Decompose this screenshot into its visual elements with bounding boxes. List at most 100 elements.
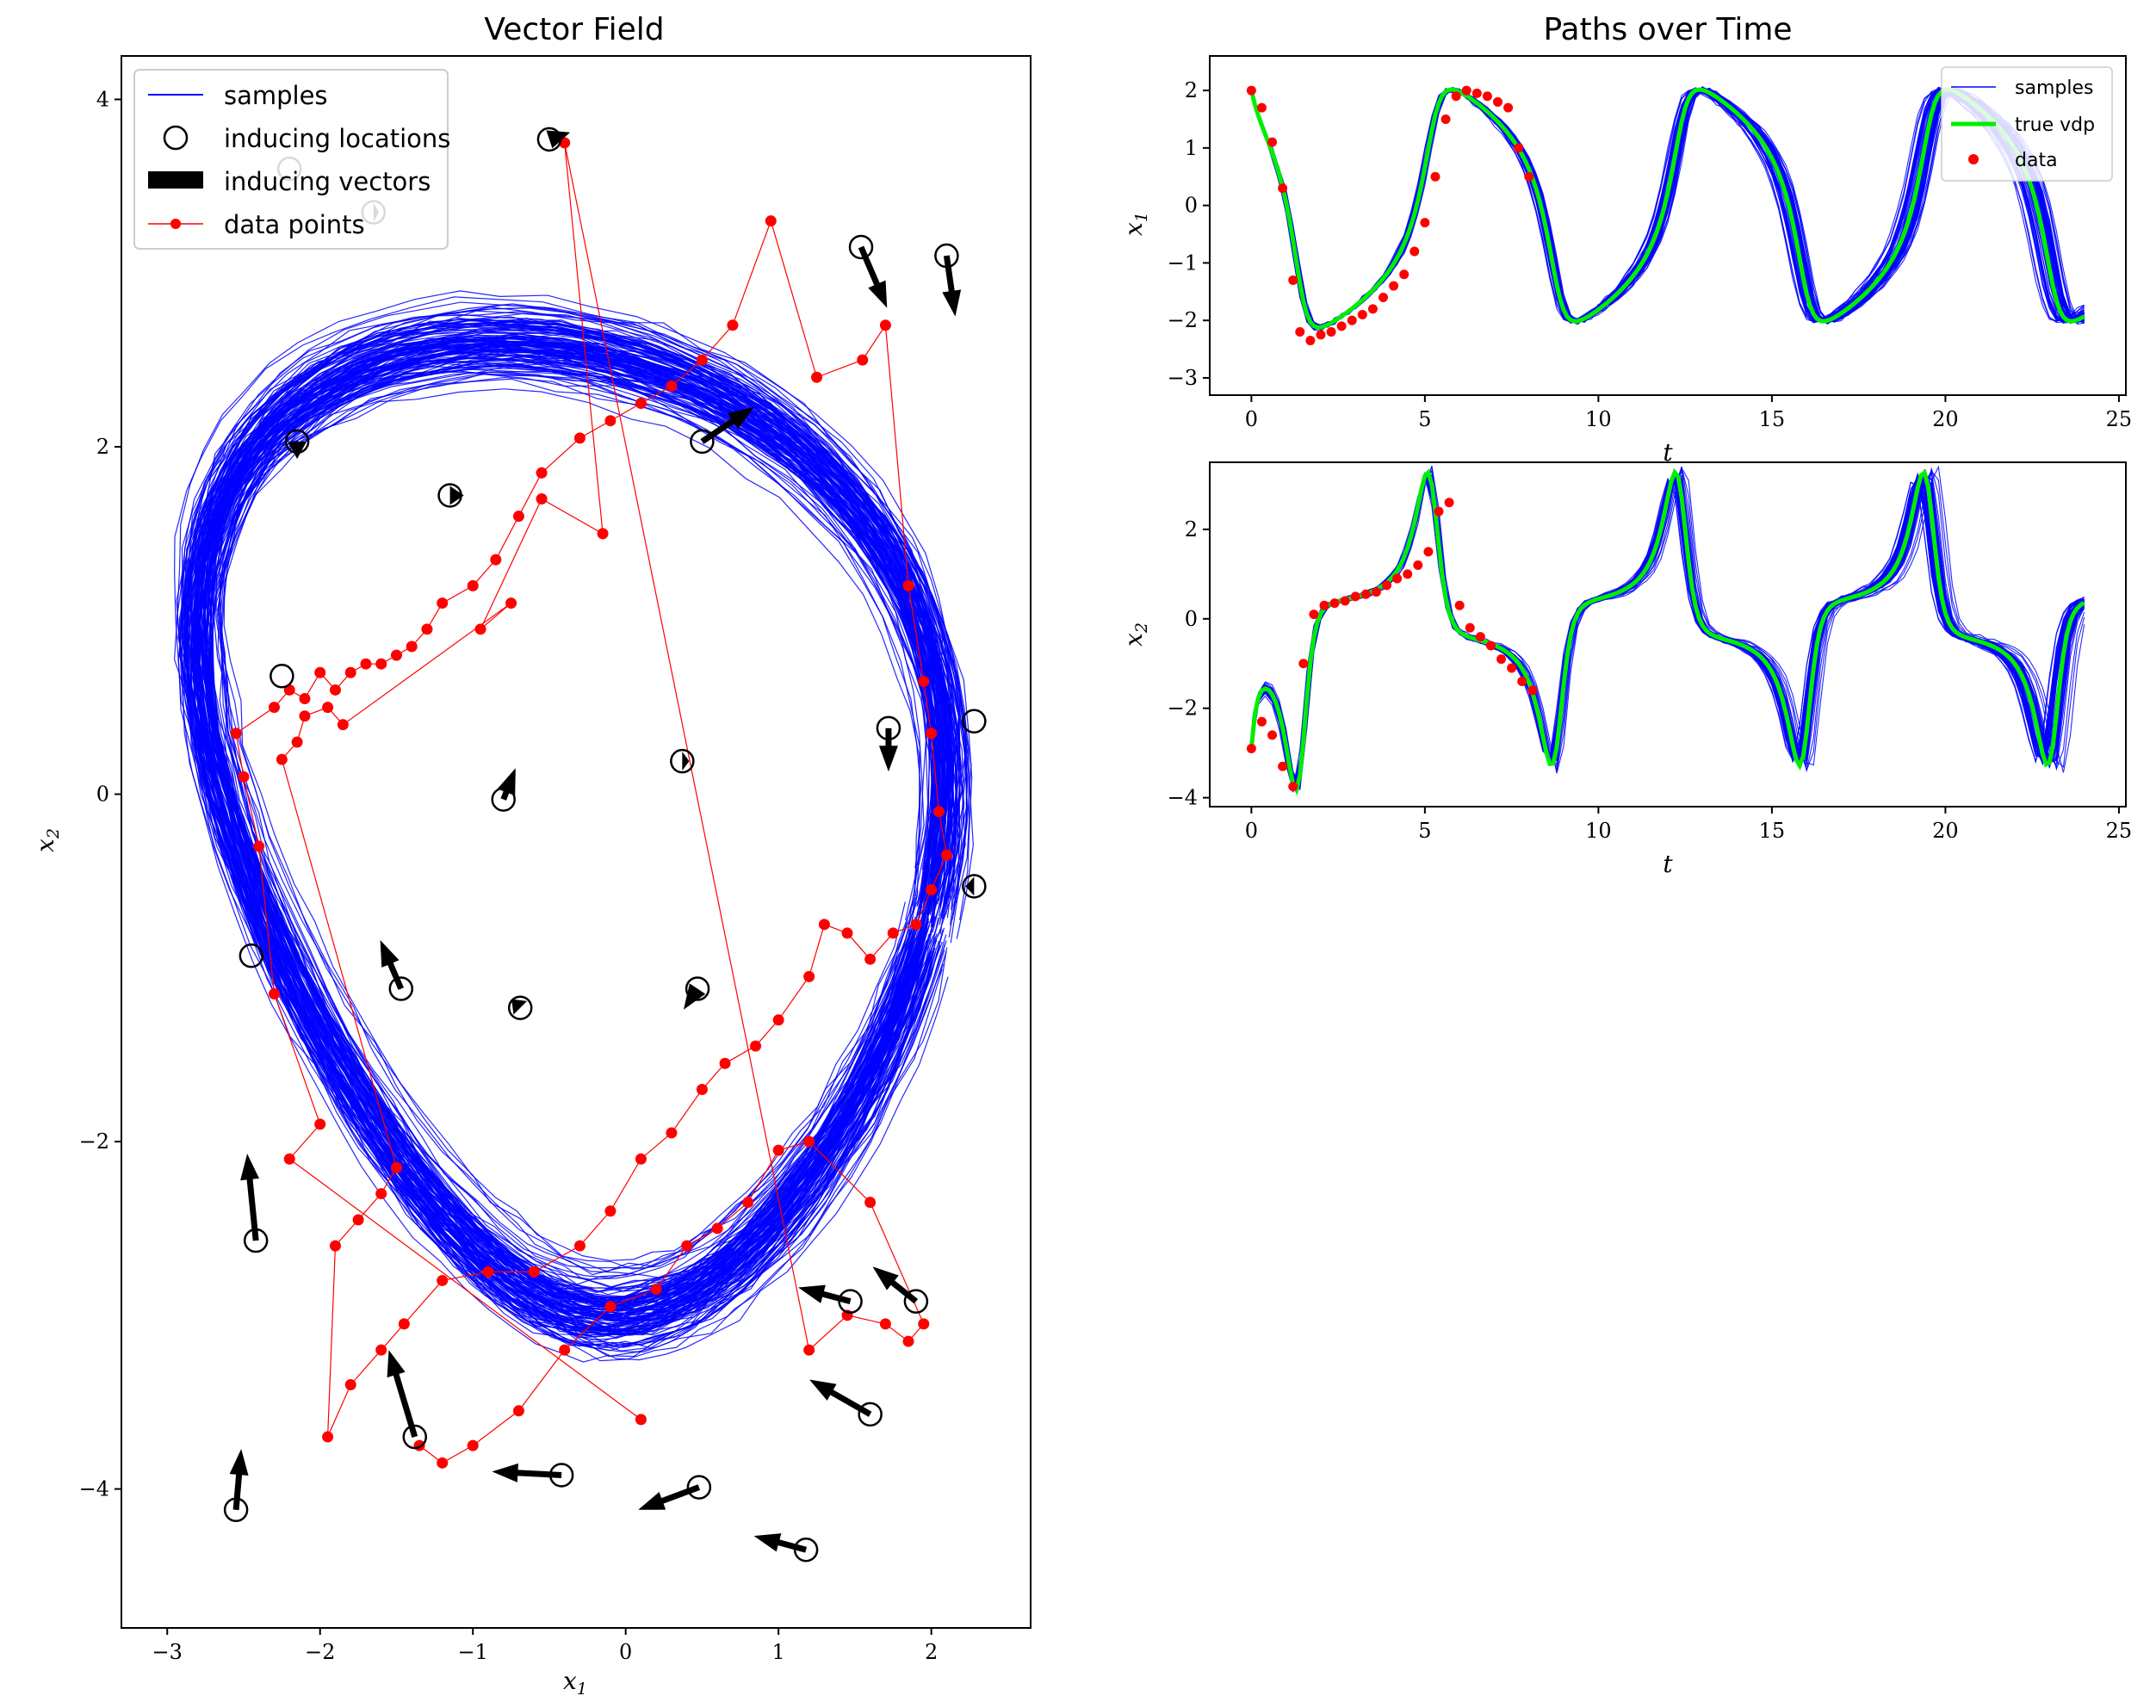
data-point — [299, 693, 311, 705]
data-point — [322, 702, 334, 714]
data-point — [1403, 569, 1413, 579]
data-point — [337, 719, 349, 731]
x-tick-label: −1 — [458, 1640, 488, 1664]
y-tick-label: −2 — [79, 1129, 109, 1154]
sample-path — [195, 376, 936, 1352]
data-point — [1440, 114, 1451, 124]
data-point — [344, 1379, 356, 1391]
data-point — [604, 415, 616, 427]
legend-inducing-locations-swatch — [163, 125, 189, 151]
inducing-location — [402, 1424, 428, 1450]
y-tick-label: −2 — [1168, 696, 1198, 721]
inducing-vector-arrow — [798, 1284, 852, 1305]
x-tick-label: 2 — [925, 1640, 938, 1664]
inducing-vector-arrow — [546, 130, 571, 149]
data-point — [1434, 506, 1444, 517]
data-point — [490, 554, 502, 566]
y-tick-label: −4 — [1168, 786, 1198, 810]
sample-path — [1250, 474, 2085, 790]
inducing-vector-arrow — [878, 727, 898, 772]
y-axis-label-x1: x1 — [1119, 212, 1151, 236]
legend-right: samples true vdp data — [1941, 66, 2113, 182]
x-tick-label: 15 — [1759, 407, 1786, 431]
legend-inducing-vectors-swatch — [148, 171, 203, 189]
data-point — [1256, 716, 1267, 727]
data-point — [926, 883, 938, 895]
data-point — [750, 1040, 762, 1052]
data-point — [360, 658, 372, 670]
data-point — [406, 640, 418, 653]
data-point — [329, 684, 341, 696]
data-point — [437, 1274, 449, 1286]
y-tick-label: −2 — [1168, 308, 1198, 332]
legend-samples-label: samples — [224, 81, 328, 110]
data-point — [1482, 91, 1492, 102]
inducing-vector-arrow — [965, 876, 975, 896]
sample-path — [1250, 469, 2085, 789]
data-point — [1367, 304, 1378, 314]
x-axis-label-x2: t — [1663, 850, 1673, 878]
data-point — [811, 371, 823, 383]
sample-path — [198, 358, 949, 1331]
data-point — [1246, 85, 1256, 96]
plot-frame — [121, 55, 1032, 1629]
y-tick-label: 0 — [1185, 607, 1198, 631]
data-point — [879, 1318, 891, 1330]
data-point — [375, 1344, 387, 1356]
data-point — [1340, 596, 1350, 606]
data-point — [1316, 330, 1326, 340]
y-axis-label: x2 — [31, 828, 63, 852]
data-point — [474, 623, 486, 635]
data-point — [772, 1014, 784, 1026]
inducing-location — [962, 874, 987, 899]
data-point — [314, 666, 326, 678]
data-point — [711, 1222, 723, 1235]
x-tick-label: 5 — [1418, 407, 1431, 431]
data-point — [1278, 183, 1288, 194]
x-tick-label: 0 — [619, 1640, 632, 1664]
data-point — [666, 380, 678, 392]
inducing-vector-arrow — [753, 1533, 808, 1553]
data-point — [918, 1318, 930, 1330]
data-point — [1305, 336, 1316, 346]
inducing-location — [686, 1475, 712, 1500]
data-point — [1444, 498, 1454, 508]
plot-frame-x1 — [1209, 55, 2127, 396]
data-point — [1360, 589, 1371, 599]
data-point — [635, 1153, 647, 1165]
data-point — [1471, 88, 1482, 98]
data-point — [650, 1284, 662, 1296]
legend-right-true-label: true vdp — [2015, 114, 2095, 136]
data-point — [1493, 96, 1503, 107]
data-point — [352, 1214, 364, 1226]
inducing-vector-arrow — [511, 999, 527, 1015]
inducing-vector-arrow — [492, 1463, 562, 1482]
inducing-vector-arrow — [942, 255, 962, 317]
data-point — [1475, 632, 1485, 642]
data-point — [696, 1084, 708, 1096]
data-point — [437, 1457, 449, 1469]
sample-path — [195, 368, 933, 1328]
data-point — [1461, 85, 1471, 96]
data-point — [1267, 137, 1278, 147]
data-point — [879, 319, 891, 331]
data-point — [1409, 246, 1420, 257]
data-point — [291, 736, 303, 748]
x-tick-label: 1 — [772, 1640, 785, 1664]
data-point — [1399, 269, 1409, 280]
inducing-vector-arrow — [229, 1449, 249, 1511]
inducing-location — [690, 429, 715, 455]
data-point — [1319, 600, 1329, 610]
inducing-location — [270, 664, 294, 689]
data-point — [1357, 310, 1367, 320]
data-point — [559, 137, 571, 149]
data-point — [559, 1344, 571, 1356]
data-point — [803, 1136, 815, 1148]
x-tick-label: 25 — [2106, 819, 2133, 843]
data-point — [512, 1405, 524, 1417]
legend-frame — [133, 69, 449, 250]
data-point — [1347, 315, 1357, 325]
sample-path — [182, 370, 941, 1363]
